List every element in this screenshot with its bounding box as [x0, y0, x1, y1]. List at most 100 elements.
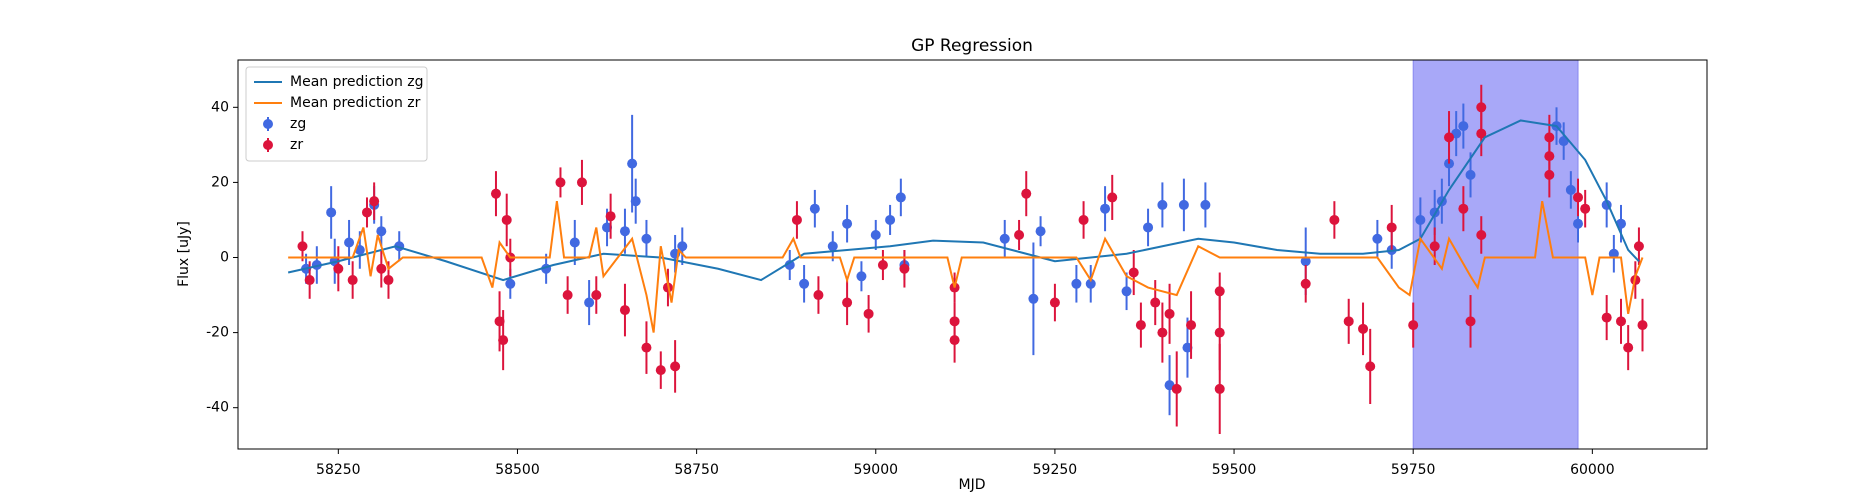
y-tick-label: 20 — [211, 174, 229, 190]
data-point — [1476, 128, 1487, 139]
data-point — [949, 335, 960, 346]
data-point — [602, 222, 613, 233]
legend-label: zg — [290, 116, 306, 132]
data-point — [1544, 169, 1555, 180]
y-tick-label: 0 — [220, 250, 229, 266]
data-point — [1608, 248, 1619, 259]
data-point — [1214, 327, 1225, 338]
data-point — [1372, 233, 1383, 244]
data-point — [1329, 214, 1340, 225]
data-point — [555, 177, 566, 188]
x-tick-label: 60000 — [1570, 462, 1615, 478]
x-tick-label: 59500 — [1212, 462, 1257, 478]
data-point — [1300, 256, 1311, 267]
data-point — [1150, 297, 1161, 308]
data-point — [591, 290, 602, 301]
data-point — [1573, 192, 1584, 203]
data-point — [1157, 199, 1168, 210]
data-point — [999, 233, 1010, 244]
data-point — [297, 241, 308, 252]
data-point — [1214, 383, 1225, 394]
x-tick-label: 58500 — [495, 462, 540, 478]
data-point — [1085, 278, 1096, 289]
data-point — [630, 196, 641, 207]
y-axis-label: Flux [uJy] — [176, 221, 192, 287]
data-point — [842, 218, 853, 229]
x-tick-label: 58250 — [316, 462, 361, 478]
data-point — [1164, 308, 1175, 319]
data-point — [1637, 320, 1648, 331]
data-point — [1128, 267, 1139, 278]
data-point — [1143, 222, 1154, 233]
data-point — [562, 290, 573, 301]
data-point — [1408, 320, 1419, 331]
data-point — [1458, 203, 1469, 214]
data-point — [1121, 286, 1132, 297]
data-point — [1182, 342, 1193, 353]
data-point — [1100, 203, 1111, 214]
data-point — [877, 260, 888, 271]
data-point — [1014, 229, 1025, 240]
data-point — [1429, 241, 1440, 252]
data-point — [361, 207, 372, 218]
data-point — [1300, 278, 1311, 289]
data-point — [354, 244, 365, 255]
data-point — [1200, 199, 1211, 210]
data-point — [895, 192, 906, 203]
data-point — [1616, 316, 1627, 327]
data-point — [1476, 229, 1487, 240]
data-point — [799, 278, 810, 289]
data-point — [1386, 222, 1397, 233]
data-point — [1178, 199, 1189, 210]
legend-label: Mean prediction zr — [290, 95, 421, 111]
data-point — [1365, 361, 1376, 372]
data-point — [655, 365, 666, 376]
data-point — [827, 241, 838, 252]
data-point — [1071, 278, 1082, 289]
data-point — [1633, 241, 1644, 252]
axes-frame — [237, 59, 1708, 450]
data-point — [326, 207, 337, 218]
data-point — [1601, 312, 1612, 323]
legend-label: zr — [290, 137, 303, 153]
data-point — [627, 158, 638, 169]
data-point — [809, 203, 820, 214]
y-tick-label: -40 — [206, 400, 229, 416]
data-point — [1444, 132, 1455, 143]
data-point — [369, 196, 380, 207]
data-point — [1028, 293, 1039, 304]
y-tick-label: 40 — [211, 99, 229, 115]
data-point — [494, 316, 505, 327]
x-tick-label: 59750 — [1391, 462, 1436, 478]
data-point — [677, 241, 688, 252]
x-tick-label: 59250 — [1033, 462, 1078, 478]
mean-line — [288, 200, 1644, 333]
data-point — [670, 361, 681, 372]
legend-box — [245, 66, 428, 162]
data-point — [1343, 316, 1354, 327]
data-point — [813, 290, 824, 301]
x-axis-label: MJD — [959, 477, 986, 493]
data-point — [1623, 342, 1634, 353]
data-point — [784, 260, 795, 271]
data-point — [1035, 226, 1046, 237]
data-point — [863, 308, 874, 319]
data-point — [1358, 323, 1369, 334]
data-point — [498, 335, 509, 346]
data-point — [641, 342, 652, 353]
data-point — [1157, 327, 1168, 338]
data-point — [1458, 121, 1469, 132]
data-point — [899, 263, 910, 274]
legend-label: Mean prediction zg — [290, 74, 424, 90]
data-point — [376, 263, 387, 274]
data-point — [1135, 320, 1146, 331]
data-point — [856, 271, 867, 282]
data-point — [1465, 316, 1476, 327]
data-point — [576, 177, 587, 188]
data-point — [376, 226, 387, 237]
data-point — [641, 233, 652, 244]
data-point — [1021, 188, 1032, 199]
data-point — [885, 214, 896, 225]
data-point — [605, 211, 616, 222]
